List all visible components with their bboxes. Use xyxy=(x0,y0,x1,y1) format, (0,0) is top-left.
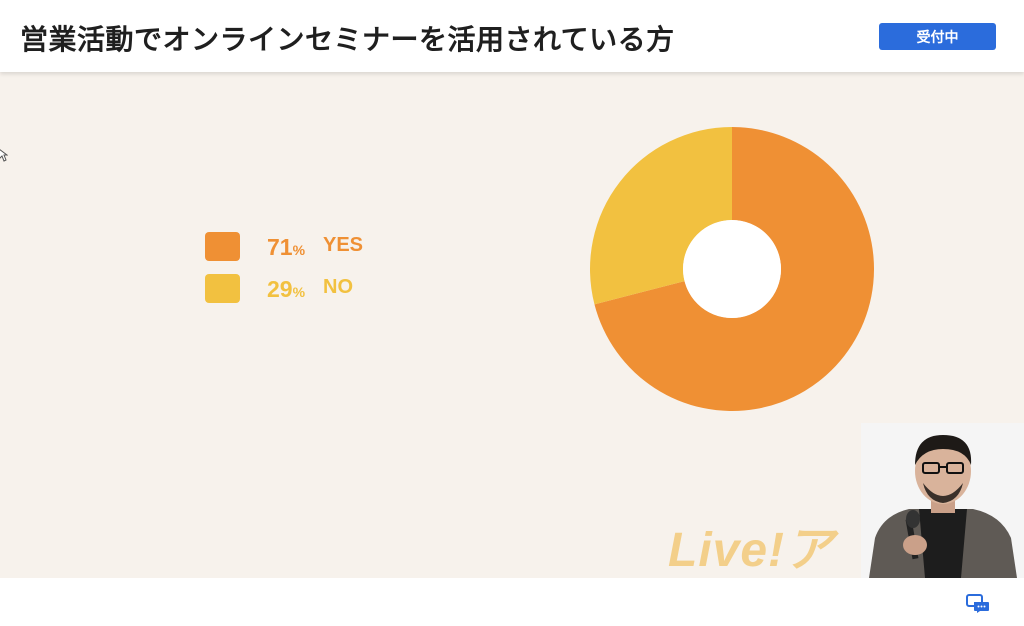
page-title: 営業活動でオンラインセミナーを活用されている方 xyxy=(20,23,675,56)
donut-slice-yes xyxy=(594,127,874,411)
legend-value: 29 xyxy=(267,276,293,302)
speaker-video xyxy=(861,423,1024,578)
cursor-icon xyxy=(0,149,8,162)
donut-slice-no xyxy=(590,127,732,305)
legend-unit: % xyxy=(292,284,306,300)
legend-percent-no: 29% xyxy=(267,276,305,303)
chat-icon[interactable] xyxy=(966,594,990,614)
presentation-slide: 71% YES 29% NO Live!ア xyxy=(0,72,1024,578)
legend-swatch-yes xyxy=(205,232,240,261)
watermark-logo: Live!ア xyxy=(668,510,834,578)
legend-label-no: NO xyxy=(323,276,353,298)
header-bar: 営業活動でオンラインセミナーを活用されている方 受付中 xyxy=(0,0,1024,72)
legend-swatch-no xyxy=(205,274,240,303)
status-badge[interactable]: 受付中 xyxy=(879,23,996,50)
legend-unit: % xyxy=(292,242,306,258)
footer-bar xyxy=(0,578,1024,626)
legend-value: 71 xyxy=(267,234,293,260)
speaker-image xyxy=(861,423,1024,578)
watermark-text: Live!ア xyxy=(668,524,835,577)
donut-chart xyxy=(590,127,874,411)
donut-hole xyxy=(683,220,781,318)
legend-label-yes: YES xyxy=(323,234,364,256)
legend-percent-yes: 71% xyxy=(267,234,305,261)
